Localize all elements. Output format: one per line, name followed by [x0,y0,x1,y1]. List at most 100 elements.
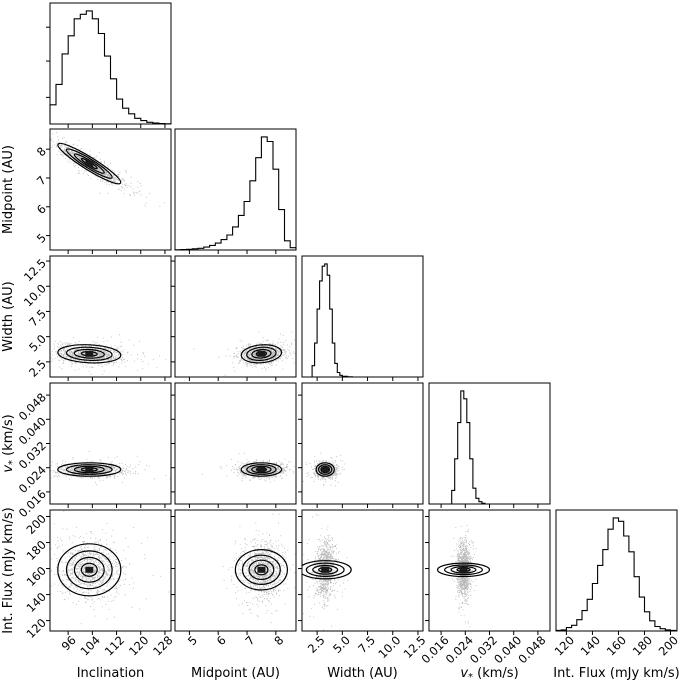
xtick-label-flux: 160 [604,633,629,658]
xtick-label-inclination: 112 [102,633,127,658]
xtick-label-midpoint: 8 [271,633,286,648]
hist-line-vstar [451,390,486,504]
ytick-label-width: 10.0 [21,281,49,309]
ytick-label-flux: 120 [24,616,49,641]
xtick-label-flux: 180 [630,633,655,658]
xtick-label-width: 10.0 [375,633,403,661]
contour-level-2 [65,550,113,590]
contour-level-1 [240,462,283,477]
panel-frame [301,382,424,505]
density-panel-inclination-flux [49,509,172,632]
panel-frame [49,509,172,632]
xtick-label-midpoint: 5 [185,633,200,648]
hist-line-midpoint [174,136,297,251]
contour-level-2 [246,464,277,475]
contour-level-2 [318,464,333,475]
density-peak [257,566,266,573]
contour-level-1 [302,560,352,580]
xtick-label-inclination: 96 [59,633,79,653]
density-panel-midpoint-width [174,255,297,378]
ytick-label-midpoint: 7 [34,173,49,188]
xlabel-midpoint: Midpoint (AU) [191,666,280,681]
ylabel-flux: Int. Flux (mJy km/s) [1,507,16,633]
contour-level-2 [65,464,113,475]
hist-panel-flux [555,509,678,632]
xtick-label-inclination: 128 [150,633,175,658]
contour-level-3 [312,564,339,575]
density-peak [321,566,330,573]
hist-panel-midpoint [174,128,297,251]
contour-level-3 [251,465,272,474]
density-peak [85,466,94,473]
panel-frame [174,509,297,632]
ylabel-width: Width (AU) [1,281,16,351]
panel-frame [174,255,297,378]
ytick-label-midpoint: 6 [34,202,49,217]
contour-level-3 [450,565,477,574]
xlabel-width: Width (AU) [327,666,397,681]
density-panel-midpoint-flux [174,509,297,632]
density-peak [257,466,266,473]
hist-panel-vstar [428,382,551,505]
xtick-label-flux: 140 [578,633,603,658]
contour-level-3 [73,348,105,359]
density-peak [85,350,94,357]
ytick-label-midpoint: 8 [34,144,49,159]
contour-level-1 [240,344,283,364]
density-panel-midpoint-vstar [174,382,297,505]
xtick-label-width: 7.5 [355,633,378,656]
density-panel-vstar-flux [428,509,551,632]
ylabel-vstar: v* (km/s) [1,414,18,472]
xlabel-vstar: v* (km/s) [460,666,518,681]
density-peak [321,466,330,473]
density-peak [85,160,94,167]
contour-level-2 [444,564,484,576]
density-peak [257,350,266,357]
sample-points [193,331,296,377]
density-peak [85,566,94,573]
hist-frame-width [301,255,424,378]
ytick-label-flux: 160 [24,564,49,589]
ytick-label-width: 5.0 [26,332,49,355]
panel-frame [49,382,172,505]
contour-level-1 [234,548,288,591]
xtick-label-inclination: 104 [77,633,102,658]
hist-line-inclination [49,10,172,125]
ytick-label-width: 7.5 [26,307,49,330]
hist-frame-vstar [428,382,551,505]
density-panel-width-flux [301,509,424,632]
hist-panel-inclination [46,2,172,125]
hist-frame-inclination [49,2,172,125]
ytick-label-vstar: 0.048 [16,390,49,423]
contour-level-4 [254,564,269,576]
contour-level-1 [315,462,335,477]
xlabel-flux: Int. Flux (mJy km/s) [553,666,679,681]
panel-frame [174,382,297,505]
density-panel-width-vstar [301,382,424,505]
ytick-label-flux: 140 [24,590,49,615]
ytick-label-width: 2.5 [26,357,49,380]
contour-level-3 [73,556,105,583]
ytick-label-flux: 180 [24,538,49,563]
contour-level-2 [241,554,281,586]
sample-points [201,452,296,483]
xtick-label-vstar: 0.048 [515,633,548,666]
contour-level-1 [57,543,122,597]
xtick-label-flux: 120 [552,633,577,658]
density-panel-inclination-width [49,255,172,378]
ytick-label-width: 12.5 [21,256,49,284]
contour-level-3 [251,348,272,359]
panel-frame [301,509,424,632]
contour-level-3 [248,559,275,581]
ytick-label-midpoint: 5 [34,231,49,246]
sample-points [222,513,296,623]
xtick-label-flux: 200 [656,633,681,658]
contour-level-2 [305,562,345,578]
contour-level-4 [80,562,98,577]
xtick-label-width: 2.5 [305,633,328,656]
contour-level-1 [57,344,122,364]
panels-layer [46,2,678,635]
contour-level-3 [320,465,331,474]
